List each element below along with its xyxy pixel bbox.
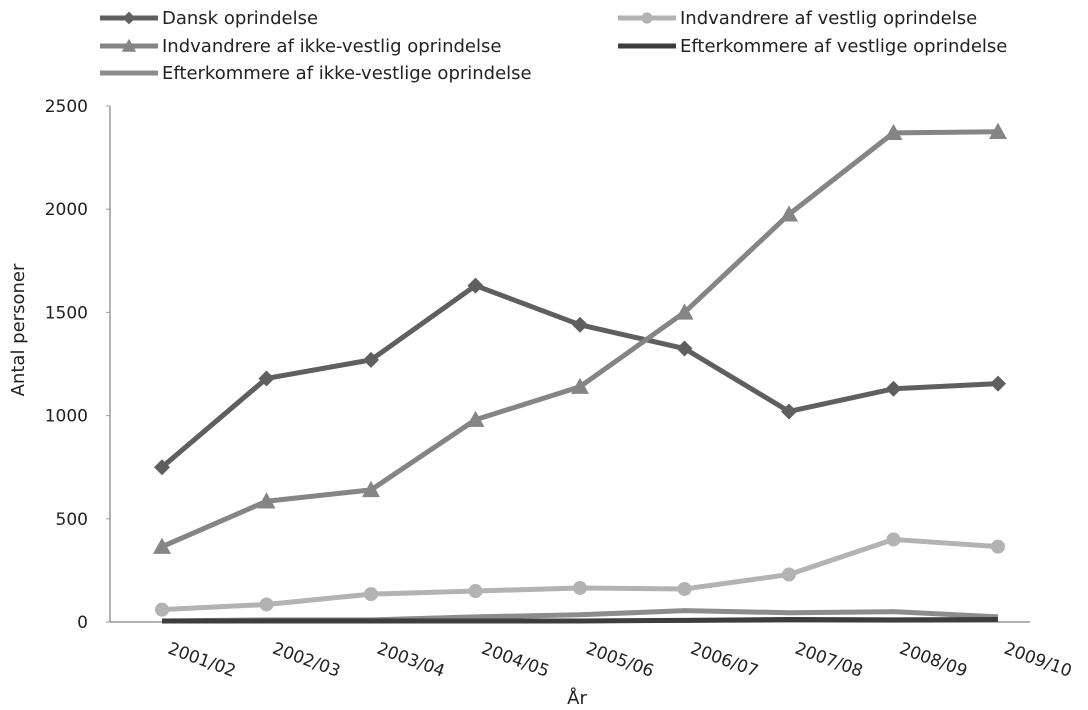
x-tick-label: 2002/03	[270, 639, 343, 682]
y-tick-label: 0	[77, 613, 88, 633]
x-tick-label: 2009/10	[1001, 639, 1074, 682]
circle-marker	[573, 580, 587, 595]
legend-label: Indvandrere af ikke-vestlig oprindelse	[162, 36, 501, 57]
triangle-marker	[466, 410, 485, 427]
legend-label: Efterkommere af vestlige oprindelse	[680, 36, 1007, 57]
y-tick-label: 2500	[45, 97, 88, 117]
circle-marker	[886, 532, 901, 547]
diamond-marker	[990, 375, 1006, 392]
diamond-marker	[258, 370, 275, 387]
y-axis: 0 500 1000 1500 2000 2500	[45, 97, 111, 633]
x-tick-label: 2006/07	[688, 639, 761, 682]
x-tick-label: 2003/04	[374, 639, 447, 682]
legend-label: Efterkommere af ikke-vestlige oprindelse	[162, 63, 532, 84]
circle-marker	[782, 567, 796, 582]
y-tick-label: 500	[56, 510, 88, 530]
circle-marker	[155, 602, 169, 617]
x-tick-label: 2008/09	[897, 639, 970, 682]
triangle-marker	[989, 122, 1007, 139]
y-tick-label: 1000	[45, 407, 88, 427]
diamond-marker	[363, 351, 379, 368]
y-tick-label: 2000	[45, 200, 88, 220]
legend-item: Efterkommere af vestlige oprindelse	[618, 36, 1007, 57]
series-2	[153, 122, 1007, 554]
circle-marker	[991, 539, 1005, 554]
triangle-marker	[121, 38, 137, 52]
triangle-marker	[780, 205, 798, 222]
x-tick-label: 2005/06	[583, 639, 656, 682]
series-line	[161, 129, 999, 549]
triangle-marker	[153, 537, 171, 554]
diamond-marker	[885, 380, 902, 397]
triangle-marker	[257, 492, 276, 509]
diamond-marker	[676, 340, 693, 357]
y-axis-title: Antal personer	[8, 263, 29, 396]
series-1	[155, 532, 1005, 617]
x-tick-label: 2004/05	[479, 639, 552, 682]
legend-label: Indvandrere af vestlig oprindelse	[680, 8, 977, 29]
legend: Dansk oprindelse Indvandrere af vestlig o…	[100, 8, 1007, 84]
diamond-marker	[572, 316, 588, 333]
circle-marker	[364, 587, 378, 602]
circle-marker	[641, 12, 653, 24]
x-axis-title: År	[567, 687, 587, 709]
circle-marker	[259, 597, 274, 612]
diamond-marker	[467, 277, 484, 294]
legend-label: Dansk oprindelse	[162, 8, 318, 29]
circle-marker	[468, 584, 483, 599]
legend-item: Indvandrere af vestlig oprindelse	[618, 8, 977, 29]
triangle-marker	[571, 377, 589, 394]
triangle-marker	[675, 303, 694, 320]
series-0	[154, 277, 1006, 476]
circle-marker	[677, 581, 692, 596]
diamond-marker	[781, 403, 797, 420]
series-line	[161, 536, 999, 613]
x-tick-label: 2007/08	[792, 639, 865, 682]
series-line	[162, 617, 999, 624]
legend-item: Dansk oprindelse	[100, 8, 318, 29]
triangle-marker	[884, 123, 903, 141]
series-line	[160, 283, 999, 470]
diamond-marker	[122, 11, 136, 25]
legend-item: Indvandrere af ikke-vestlig oprindelse	[100, 36, 501, 57]
series-layer	[153, 122, 1007, 624]
diamond-marker	[154, 459, 170, 476]
x-tick-label: 2001/02	[165, 639, 238, 682]
triangle-marker	[362, 480, 380, 498]
x-axis: 2001/02 2002/03 2003/04 2004/05 2005/06 2006/…	[110, 621, 1074, 682]
series-3	[162, 617, 999, 624]
y-tick-label: 1500	[45, 303, 88, 323]
legend-item: Efterkommere af ikke-vestlige oprindelse	[100, 63, 532, 84]
